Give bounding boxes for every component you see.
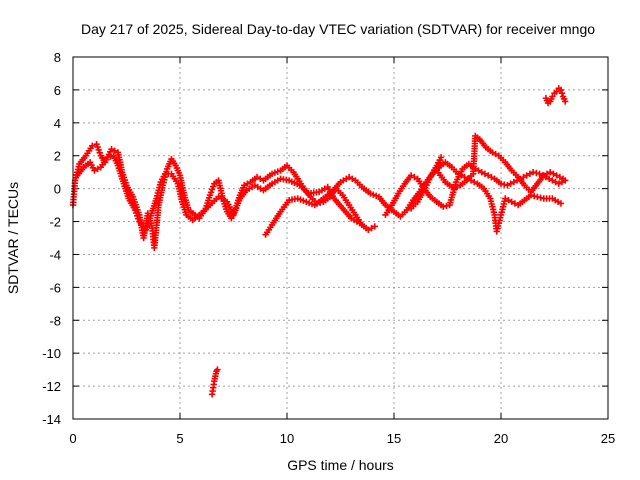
data-point: [450, 185, 458, 192]
data-point: [549, 93, 556, 100]
data-point: [504, 182, 511, 189]
data-point: [371, 223, 378, 230]
data-point: [411, 173, 418, 181]
data-point: [253, 173, 261, 181]
y-tick-label: -10: [42, 346, 61, 361]
data-point: [558, 90, 566, 97]
data-point: [368, 224, 375, 232]
data-point: [533, 169, 540, 177]
data-point: [443, 202, 450, 210]
data-point: [111, 147, 118, 154]
x-tick-label: 0: [69, 431, 76, 446]
x-axis-label: GPS time / hours: [287, 457, 394, 473]
data-point: [547, 168, 554, 176]
y-tick-label: -4: [49, 247, 61, 262]
data-point: [365, 226, 372, 233]
data-point: [550, 170, 557, 178]
y-tick-label: -8: [49, 313, 61, 328]
x-tick-label: 25: [601, 431, 615, 446]
data-point: [557, 200, 565, 207]
data-point: [440, 203, 447, 210]
data-point: [104, 154, 111, 161]
data-point: [549, 177, 556, 184]
y-tick-label: 6: [54, 83, 61, 98]
data-point: [488, 173, 495, 181]
data-point: [510, 178, 518, 186]
x-tick-label: 20: [494, 431, 508, 446]
data-point: [507, 180, 514, 187]
data-point: [478, 168, 485, 176]
y-tick-label: -6: [49, 280, 61, 295]
data-point: [558, 178, 566, 186]
data-point: [91, 167, 98, 174]
data-point: [94, 165, 101, 173]
x-tick-label: 15: [387, 431, 401, 446]
data-point: [559, 175, 567, 182]
data-point: [562, 98, 569, 105]
data-point: [543, 170, 551, 178]
y-tick-label: 2: [54, 149, 61, 164]
data-point: [407, 172, 415, 179]
data-point: [537, 194, 544, 201]
y-axis-label: SDTVAR / TECUs: [5, 182, 21, 294]
data-point: [545, 175, 553, 182]
data-point: [529, 168, 537, 176]
data-point: [557, 86, 565, 94]
data-point: [501, 181, 508, 188]
data-point: [89, 142, 96, 150]
data-point: [508, 198, 515, 205]
y-tick-label: -14: [42, 412, 61, 427]
plot-frame: [72, 56, 609, 420]
data-point: [536, 170, 543, 178]
chart-title: Day 217 of 2025, Sidereal Day-to-day VTE…: [81, 21, 595, 37]
data-point: [345, 173, 353, 181]
data-point: [492, 150, 499, 158]
tick-labels: 0 5 10 15 20 25 -14 -12 -10 -8 -6 -4 -2 0 2 4 6 8: [42, 50, 615, 446]
x-tick-label: 10: [280, 431, 294, 446]
data-point: [523, 172, 530, 179]
data-point: [520, 173, 527, 181]
y-tick-label: 4: [54, 116, 61, 131]
data-point: [107, 153, 114, 160]
grid: [73, 57, 608, 419]
data-point: [511, 200, 519, 207]
data-point: [349, 175, 356, 182]
data-point: [540, 172, 547, 179]
data-point: [257, 175, 264, 182]
y-tick-label: -12: [42, 379, 61, 394]
data-point: [553, 172, 560, 179]
data-point: [489, 149, 496, 156]
data-point: [356, 219, 363, 227]
data-point: [481, 170, 489, 178]
data-point: [241, 182, 248, 189]
data-point: [453, 183, 461, 191]
y-tick-label: 8: [54, 50, 61, 65]
data-point: [553, 88, 560, 95]
data-point: [108, 145, 115, 153]
data-point: [555, 180, 562, 187]
data-point: [244, 180, 251, 187]
data-point: [497, 180, 505, 187]
data-point: [214, 366, 221, 373]
data-points: [69, 85, 569, 398]
data-point: [526, 170, 534, 178]
y-tick-label: 0: [54, 182, 61, 197]
x-tick-label: 5: [176, 431, 183, 446]
data-point: [484, 172, 492, 179]
data-point: [530, 192, 538, 200]
y-tick-label: -2: [49, 215, 61, 230]
data-point: [552, 178, 559, 186]
data-point: [534, 193, 541, 201]
data-point: [505, 196, 512, 204]
data-point: [471, 178, 478, 186]
data-point: [502, 195, 509, 202]
data-point: [556, 173, 564, 181]
